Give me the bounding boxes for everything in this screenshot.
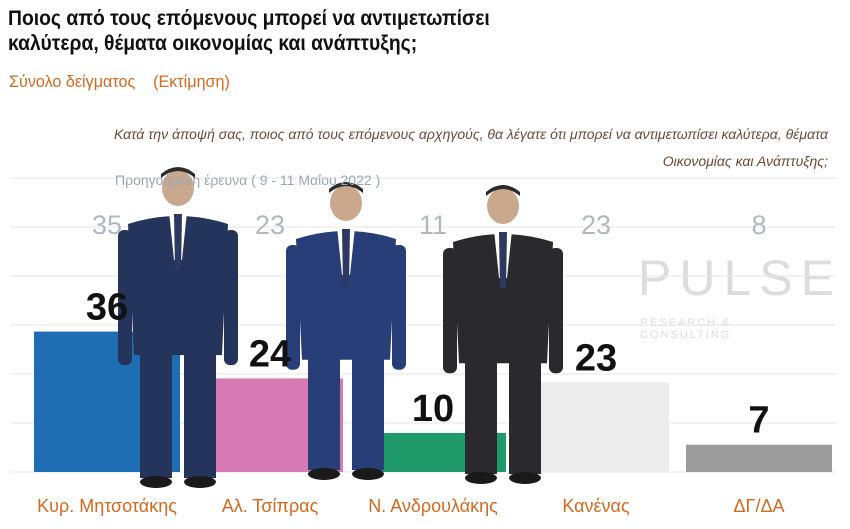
chart-title: Ποιος από τους επόμενους μπορεί να αντιμ… [8, 7, 490, 55]
person-tie [499, 232, 507, 288]
person-hair [486, 185, 520, 196]
person-hair [161, 167, 195, 178]
person-arm-right [549, 248, 563, 374]
category-label: ΔΓ/ΔΑ [734, 496, 785, 516]
people-photos [118, 167, 563, 488]
person-leg-left [308, 339, 340, 470]
survey-question: Κατά την άποψή σας, ποιος από τους επόμε… [114, 126, 828, 169]
previous-value-label: 23 [255, 210, 285, 240]
category-label: Κανένας [562, 496, 630, 516]
previous-value-label: 11 [419, 210, 447, 240]
person-arm-right [392, 245, 406, 370]
person-arm-left [286, 245, 300, 370]
person-leg-right [509, 343, 541, 474]
previous-value-label: 8 [751, 210, 766, 240]
person-jacket [128, 216, 228, 356]
person-shoe-left [140, 476, 172, 488]
person-arm-left [118, 230, 132, 366]
person-hair [329, 182, 363, 193]
person-leg-right [184, 335, 216, 478]
person-jacket [296, 231, 396, 360]
person-shoe-right [509, 472, 541, 484]
value-label: 23 [575, 337, 617, 379]
person-shoe-left [465, 472, 497, 484]
chart-subtitle: Σύνολο δείγματος (Εκτίμηση) [9, 72, 230, 92]
pulse-logo: PULSE RESEARCH & CONSULTING [600, 250, 834, 341]
previous-survey-label: Προηγούμενη έρευνα ( 9 - 11 Μαΐου 2022 ) [115, 172, 381, 188]
value-label: 7 [748, 400, 769, 442]
person-photo [286, 182, 406, 480]
person-head [330, 185, 362, 221]
person-photo [118, 167, 238, 488]
person-tie [174, 214, 182, 270]
subtitle-estimate: (Εκτίμηση) [153, 72, 230, 91]
person-shoe-right [184, 476, 216, 488]
person-head [162, 170, 194, 206]
previous-value-label: 23 [581, 210, 611, 240]
bar [523, 382, 669, 472]
person-tie [342, 229, 350, 285]
person-leg-right [352, 339, 384, 470]
value-label: 10 [412, 388, 454, 430]
value-labels: 36 35 Κυρ. Μητσοτάκης 24 23 Αλ. Τσίπρας 10 11 Ν.… [37, 210, 784, 516]
person-photo [443, 185, 563, 484]
logo-tagline: RESEARCH & CONSULTING [640, 317, 732, 341]
subtitle-sample: Σύνολο δείγματος [9, 72, 136, 91]
person-shoe-right [352, 468, 384, 480]
value-label: 36 [86, 287, 128, 329]
category-label: Κυρ. Μητσοτάκης [37, 496, 177, 516]
person-leg-left [140, 335, 172, 478]
previous-value-label: 35 [92, 210, 122, 240]
value-label: 24 [249, 333, 291, 375]
category-label: Αλ. Τσίπρας [222, 496, 319, 516]
person-shoe-left [308, 468, 340, 480]
person-arm-left [443, 248, 457, 374]
bar [686, 444, 832, 472]
person-jacket [453, 234, 553, 364]
category-label: Ν. Ανδρουλάκης [368, 496, 498, 516]
logo-word: PULSE [638, 250, 842, 306]
person-leg-left [465, 343, 497, 474]
person-head [487, 188, 519, 224]
person-arm-right [224, 230, 238, 366]
